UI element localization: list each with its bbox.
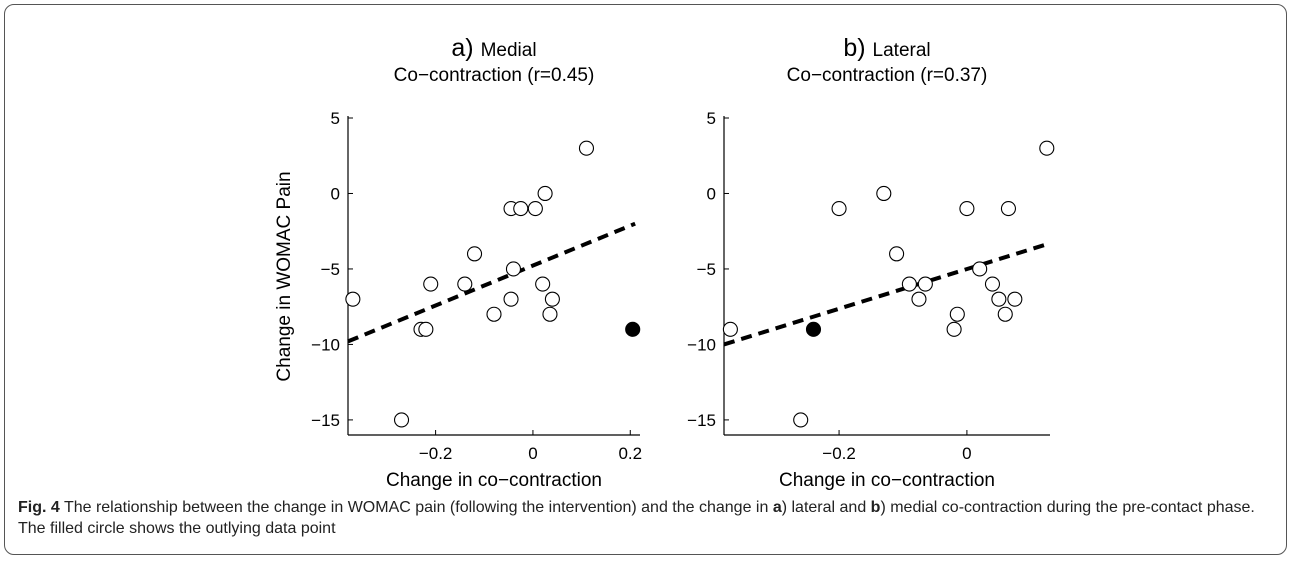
- panel-title: a) Medial: [451, 34, 536, 62]
- data-point: [991, 291, 1007, 307]
- figure-caption: Fig. 4 The relationship between the chan…: [18, 497, 1273, 539]
- data-point: [527, 201, 543, 217]
- data-point: [972, 261, 988, 277]
- outlier-point: [625, 321, 641, 337]
- data-point: [722, 321, 738, 337]
- data-point: [911, 291, 927, 307]
- data-point: [949, 306, 965, 322]
- caption-text-2: ) lateral and: [781, 499, 871, 516]
- panel-subtitle: Co−contraction (r=0.37): [787, 65, 988, 86]
- caption-panel-b: b: [870, 499, 881, 516]
- x-tick-label: −0.2: [419, 444, 453, 463]
- y-axis-label: Change in WOMAC Pain: [274, 171, 295, 381]
- panel-title: b) Lateral: [843, 34, 930, 62]
- data-point: [793, 412, 809, 428]
- data-point: [1007, 291, 1023, 307]
- figure-frame: [4, 4, 1287, 555]
- y-tick-label: −15: [687, 411, 716, 430]
- scatter-panel-b: b) Lateral Co−contraction (r=0.37) 5 0 −5 −10…: [687, 34, 1055, 491]
- data-point: [466, 246, 483, 262]
- data-point: [984, 276, 1001, 292]
- y-tick-label: 5: [331, 109, 340, 128]
- data-point: [457, 276, 473, 292]
- x-tick-label: 0: [962, 444, 971, 463]
- y-tick-label: −5: [321, 260, 340, 279]
- y-tick-label: 0: [331, 184, 340, 203]
- caption-panel-a: a: [772, 499, 782, 516]
- data-point: [959, 201, 975, 217]
- scatter-panel-a: a) Medial Co−contraction (r=0.45) 5 0 −5 −10 −…: [274, 34, 642, 491]
- caption-label: Fig. 4: [18, 499, 60, 516]
- data-point: [876, 185, 892, 202]
- data-point: [831, 201, 847, 217]
- data-point: [544, 291, 560, 307]
- regression-line: [723, 241, 1051, 347]
- data-point: [503, 291, 519, 307]
- data-point: [1039, 140, 1055, 156]
- outlier-point: [805, 321, 822, 337]
- panel-subtitle: Co−contraction (r=0.45): [394, 65, 595, 86]
- data-point: [917, 276, 933, 292]
- data-point: [486, 306, 502, 322]
- figure-plots: a) Medial Co−contraction (r=0.45) 5 0 −5 −10 −…: [274, 34, 1055, 491]
- x-tick-label: −0.2: [822, 444, 856, 463]
- x-tick-label: 0: [528, 444, 537, 463]
- data-point: [578, 140, 595, 156]
- x-tick-label: 0.2: [618, 444, 642, 463]
- caption-text-3: ) medial co-contraction during the pre-c…: [18, 499, 1255, 537]
- x-axis-label: Change in co−contraction: [386, 470, 602, 491]
- data-point: [946, 321, 962, 337]
- data-point: [997, 306, 1013, 322]
- data-point: [418, 321, 434, 337]
- data-point: [1000, 201, 1017, 217]
- data-point: [889, 246, 905, 262]
- data-point: [513, 201, 529, 217]
- caption-text-1: The relationship between the change in W…: [59, 499, 773, 516]
- y-tick-label: 5: [707, 109, 716, 128]
- y-tick-label: 0: [707, 184, 716, 203]
- data-point: [537, 185, 553, 202]
- data-point: [542, 306, 558, 322]
- data-point: [423, 276, 439, 292]
- regression-line: [347, 221, 636, 344]
- y-tick-label: −10: [311, 335, 340, 354]
- y-tick-label: −5: [697, 260, 716, 279]
- data-point: [345, 291, 361, 307]
- y-tick-label: −15: [311, 411, 340, 430]
- data-point: [393, 412, 410, 428]
- y-tick-label: −10: [687, 335, 716, 354]
- x-axis-label: Change in co−contraction: [779, 470, 995, 491]
- data-point: [901, 276, 917, 292]
- data-point: [505, 261, 522, 277]
- data-point: [535, 276, 551, 292]
